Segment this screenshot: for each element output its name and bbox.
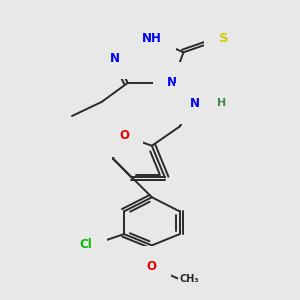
Text: Cl: Cl: [80, 238, 92, 251]
Text: S: S: [220, 32, 229, 45]
Text: N: N: [110, 52, 120, 64]
Text: N: N: [190, 97, 200, 110]
Text: H: H: [217, 98, 226, 108]
Text: O: O: [147, 260, 157, 273]
Text: O: O: [119, 129, 129, 142]
Text: N: N: [167, 76, 177, 89]
Text: NH: NH: [142, 32, 162, 45]
Text: CH₃: CH₃: [180, 274, 199, 284]
